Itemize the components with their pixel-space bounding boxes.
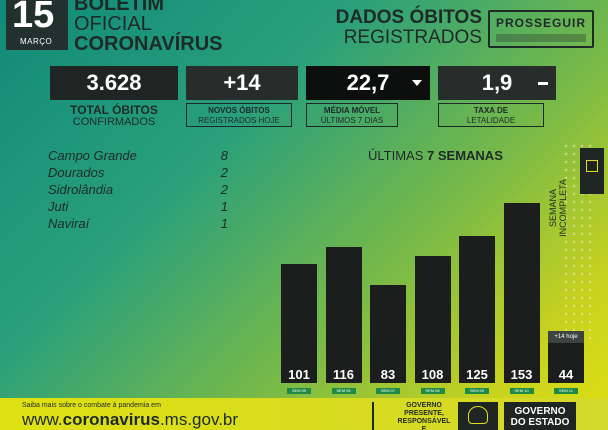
chart-bar [503,203,540,383]
bar-value-label: 44 [558,367,574,382]
stat-media-label: MÉDIA MÓVEL ÚLTIMOS 7 DIAS [306,103,398,127]
bar-value-label: 108 [421,367,444,382]
chart-bar [370,285,406,383]
city-row: Campo Grande 8 [48,148,228,165]
incomplete-week-label: SEMANA INCOMPLETA [548,168,568,248]
week-label: SEM 11 [554,388,578,394]
footer-url-bold: coronavirus [62,410,160,429]
city-name: Sidrolândia [48,182,114,197]
city-name: Dourados [48,165,105,180]
gov-slogan-line-3: RESPONSÁVEL E [397,418,451,430]
city-row: Sidrolândia 2 [48,182,228,199]
dados-title: DADOS ÓBITOS REGISTRADOS [330,8,482,48]
stat-total-title: TOTAL ÓBITOS [70,103,158,117]
city-name: Campo Grande [48,148,137,163]
bulletin-line-3: CORONAVÍRUS [74,33,223,55]
stat-novos-title: NOVOS ÓBITOS [208,106,270,115]
chart-bar [325,246,362,383]
bulletin-line-2: OFICIAL [74,13,152,35]
stat-total-label: TOTAL ÓBITOS CONFIRMADOS [50,104,178,128]
stat-media-title: MÉDIA MÓVEL [323,106,381,115]
bar-value-label: 101 [288,367,310,382]
gov-slogan: GOVERNO PRESENTE, RESPONSÁVEL E [396,402,452,430]
incomplete-line-1: SEMANA [548,189,558,228]
week-label: SEM 05 [287,388,311,394]
gov-slogan-line-2: PRESENTE, [404,410,444,417]
chart-title: ÚLTIMAS 7 SEMANAS [368,148,503,163]
city-list: Campo Grande 8 Dourados 2 Sidrolândia 2 Jut… [48,148,228,233]
footer-url-suffix: .ms.gov.br [159,410,239,429]
stat-media-subtitle: ÚLTIMOS 7 DIAS [320,116,384,125]
stat-taxa-value: 1,9 [481,70,513,95]
bar-value-label: 153 [510,367,533,382]
chart-bar [414,255,451,383]
bar-value-label: 116 [333,367,354,382]
bar-value-label: 83 [380,367,396,382]
trend-down-icon [412,80,422,86]
stat-novos-value: +14 [186,66,298,100]
dados-line-1: DADOS ÓBITOS [335,7,482,28]
prosseguir-logo-text: PROSSEGUIR [496,16,587,30]
city-value: 1 [220,216,228,231]
incomplete-line-2: INCOMPLETA [558,179,568,237]
stat-taxa-subtitle: LETALIDADE [466,116,516,125]
chart-bar [459,235,495,383]
week-label: SEM 06 [331,388,356,394]
bulletin-title: BOLETIM OFICIAL CORONAVÍRUS [74,0,223,54]
stat-total-value: 3.628 [50,66,178,100]
chart-bar [281,264,317,383]
date-box: 15 MARÇO [6,0,68,50]
stat-novos-label: NOVOS ÓBITOS REGISTRADOS HOJE [186,103,292,127]
stat-media-value: 22,7 [346,70,390,95]
city-row: Juti 1 [48,199,228,216]
today-note: +14 hoje [548,331,584,344]
week-label: SEM 07 [376,388,400,394]
stat-taxa-label: TAXA DE LETALIDADE [438,103,544,127]
stat-total-subtitle: CONFIRMADOS [72,116,156,128]
shield-icon [586,160,598,172]
footer-divider [372,402,374,430]
gov-logo-line-1: GOVERNO [514,406,566,417]
prosseguir-logo: PROSSEGUIR [488,10,594,48]
footer-url-prefix: www. [22,410,63,429]
week-label: SEM 09 [465,388,489,394]
date-month: MARÇO [20,37,53,46]
city-value: 8 [220,148,228,163]
dados-line-2: REGISTRADOS [343,27,482,48]
bar-value-label: 125 [466,367,488,382]
gov-slogan-line-1: GOVERNO [406,402,442,409]
prosseguir-logo-stripe [496,34,586,42]
week-label: SEM 10 [509,388,534,394]
stat-novos-subtitle: REGISTRADOS HOJE [198,116,280,125]
footer-small-text: Saiba mais sobre o combate à pandemia em [22,402,161,409]
chart-title-bold: 7 SEMANAS [427,148,503,163]
city-value: 1 [220,199,228,214]
gov-logo: GOVERNO DO ESTADO [504,402,576,430]
city-name: Juti [48,199,69,214]
city-value: 2 [220,165,228,180]
city-row: Dourados 2 [48,165,228,182]
city-row: Naviraí 1 [48,216,228,233]
bulletin-line-1: BOLETIM [74,0,164,15]
stat-taxa-card: 1,9 [438,66,556,100]
city-name: Naviraí [48,216,90,231]
chart-title-prefix: ÚLTIMAS [368,148,424,163]
trend-flat-icon [538,82,548,85]
gov-logo-line-2: DO ESTADO [510,417,570,428]
crest-icon [468,406,488,424]
footer-url[interactable]: www.coronavirus.ms.gov.br [22,410,238,430]
stat-taxa-title: TAXA DE [473,106,509,115]
date-day: 15 [12,0,55,36]
week-label: SEM 08 [420,388,445,394]
stat-media-card: 22,7 [306,66,430,100]
city-value: 2 [220,182,228,197]
